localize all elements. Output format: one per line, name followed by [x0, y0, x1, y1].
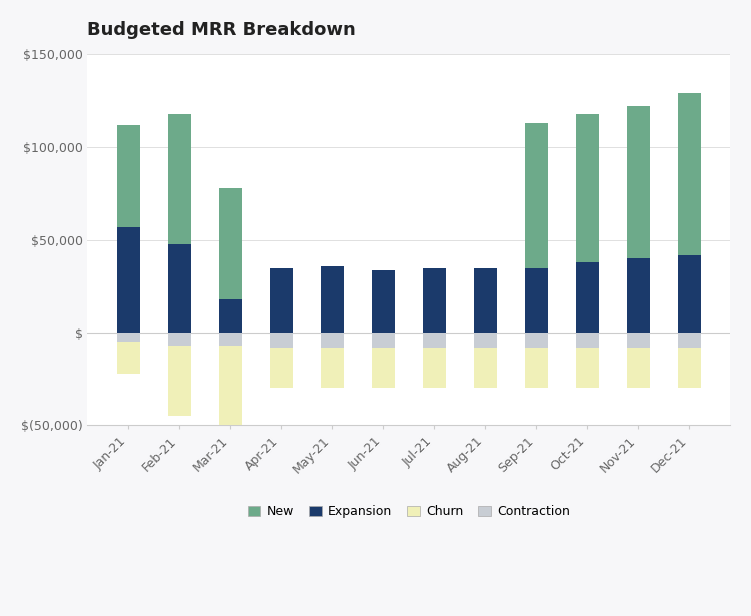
Bar	[525, 123, 548, 268]
Bar	[321, 347, 344, 388]
Bar	[219, 188, 242, 299]
Text: Budgeted MRR Breakdown: Budgeted MRR Breakdown	[87, 21, 356, 39]
Bar	[116, 333, 140, 342]
Bar	[219, 333, 242, 346]
Bar	[576, 114, 599, 262]
Bar	[525, 347, 548, 388]
Bar	[474, 333, 497, 347]
Bar	[423, 347, 446, 388]
Bar	[576, 262, 599, 333]
Bar	[627, 259, 650, 333]
Bar	[372, 333, 395, 347]
Bar	[167, 243, 191, 333]
Bar	[627, 347, 650, 388]
Bar	[270, 333, 293, 347]
Bar	[474, 347, 497, 388]
Bar	[321, 266, 344, 333]
Bar	[116, 125, 140, 227]
Bar	[525, 333, 548, 347]
Bar	[116, 227, 140, 333]
Bar	[167, 333, 191, 346]
Bar	[270, 347, 293, 388]
Bar	[576, 347, 599, 388]
Bar	[219, 299, 242, 333]
Bar	[423, 268, 446, 333]
Bar	[678, 333, 701, 347]
Bar	[627, 106, 650, 259]
Bar	[167, 346, 191, 416]
Bar	[525, 268, 548, 333]
Bar	[167, 114, 191, 243]
Bar	[627, 333, 650, 347]
Bar	[678, 93, 701, 255]
Bar	[270, 268, 293, 333]
Bar	[678, 255, 701, 333]
Bar	[474, 268, 497, 333]
Bar	[116, 342, 140, 373]
Bar	[321, 333, 344, 347]
Bar	[423, 333, 446, 347]
Bar	[576, 333, 599, 347]
Bar	[678, 347, 701, 388]
Bar	[219, 346, 242, 429]
Legend: New, Expansion, Churn, Contraction: New, Expansion, Churn, Contraction	[243, 500, 575, 523]
Bar	[372, 270, 395, 333]
Bar	[372, 347, 395, 388]
